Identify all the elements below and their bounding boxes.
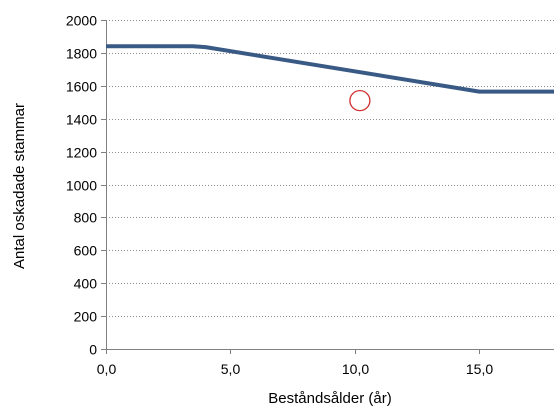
tick-marks	[101, 20, 480, 354]
x-tick-labels: 0,0 5,0 10,0 15,0	[97, 361, 494, 377]
y-tick-label: 1800	[66, 46, 97, 62]
y-tick-label: 800	[74, 210, 98, 226]
y-tick-label: 1200	[66, 145, 97, 161]
grid-lines	[106, 20, 554, 317]
x-tick-label: 5,0	[221, 361, 241, 377]
y-tick-label: 400	[74, 276, 98, 292]
x-tick-label: 10,0	[342, 361, 369, 377]
series-layer	[106, 44, 554, 94]
x-tick-label: 15,0	[466, 361, 493, 377]
y-tick-label: 2000	[66, 13, 97, 29]
y-tick-label: 1400	[66, 112, 97, 128]
annotation-circle	[349, 89, 371, 112]
x-axis-title: Beståndsålder (år)	[268, 390, 391, 407]
y-tick-label: 600	[74, 243, 98, 259]
x-tick-label: 0,0	[97, 361, 117, 377]
y-axis-title: Antal oskadade stammar	[11, 103, 28, 269]
y-tick-labels: 0 200 400 600 800 1000 1200 1400 1600 1800 2000	[66, 13, 97, 358]
y-tick-label: 1600	[66, 79, 97, 95]
y-tick-label: 1000	[66, 178, 97, 194]
y-tick-label: 0	[89, 342, 97, 358]
y-tick-label: 200	[74, 309, 98, 325]
series-line	[106, 44, 554, 94]
annotation-layer	[349, 89, 371, 112]
